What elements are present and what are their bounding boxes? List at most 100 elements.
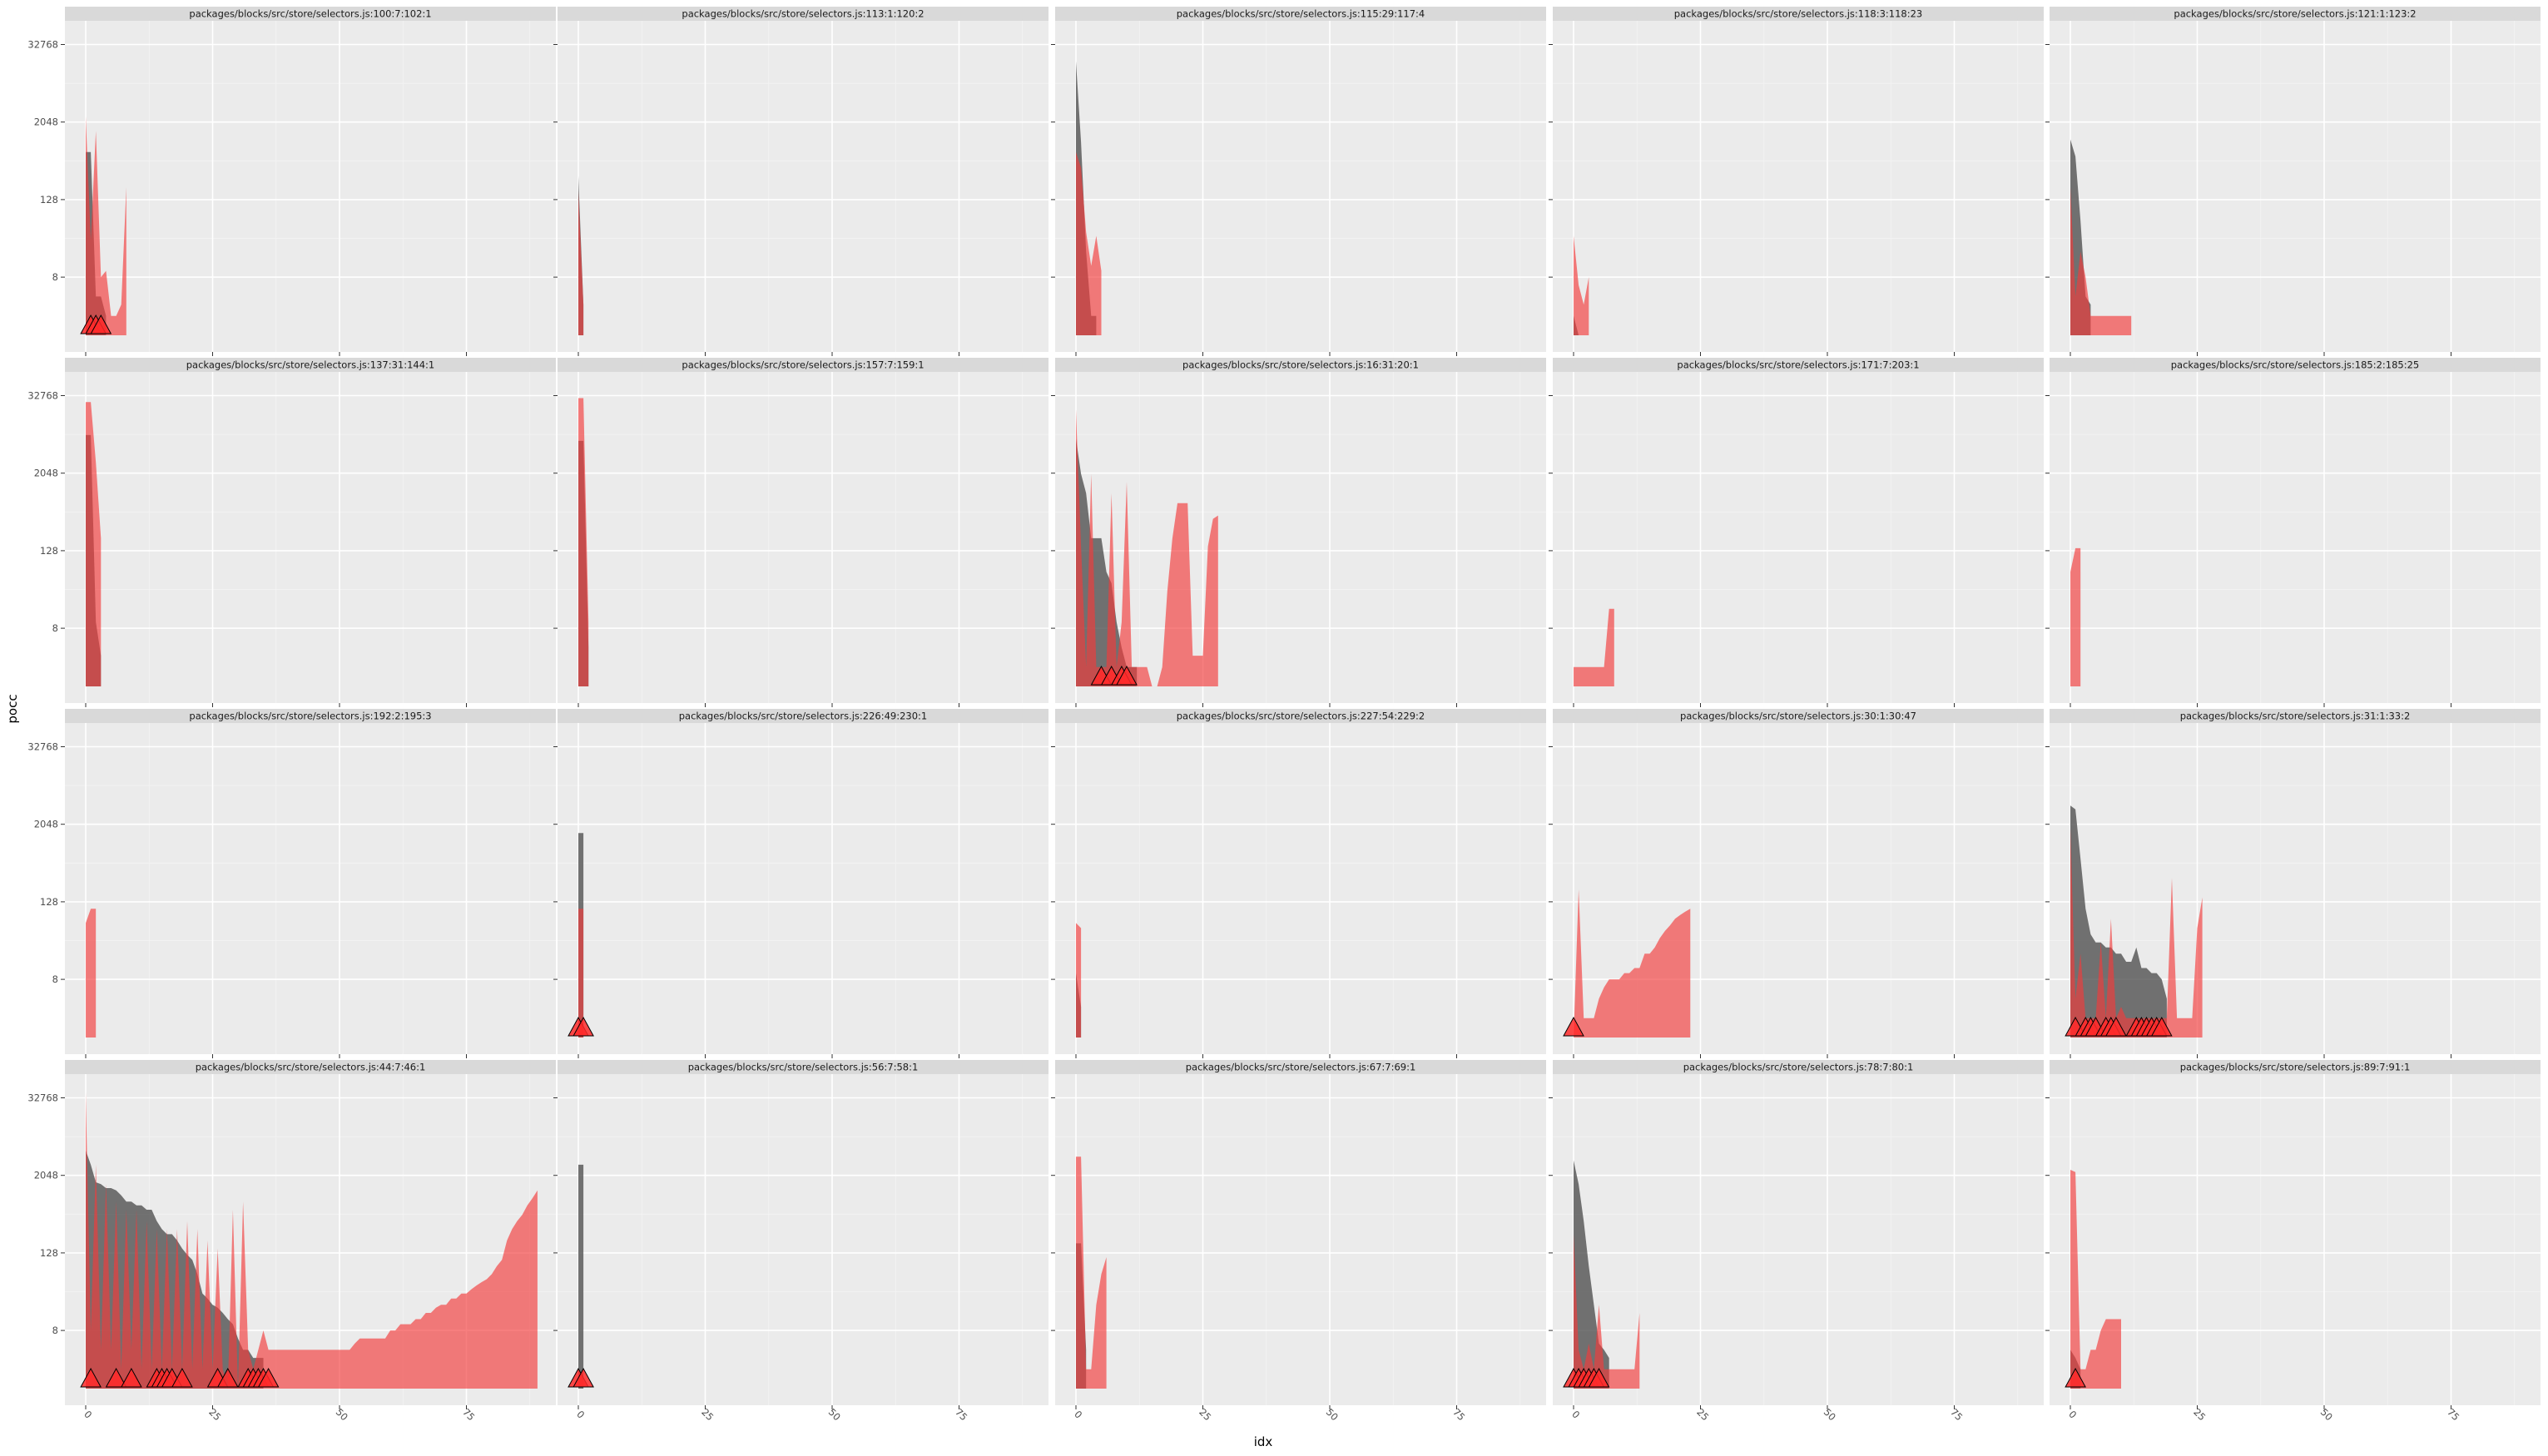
facet-panel: packages/blocks/src/store/selectors.js:6…	[1051, 1060, 1546, 1423]
facet-strip	[1055, 358, 1546, 372]
facet-panel: packages/blocks/src/store/selectors.js:4…	[27, 1060, 556, 1423]
panel-background	[2050, 21, 2541, 352]
facet-strip	[1553, 358, 2044, 372]
series-gray-area	[1574, 1160, 1609, 1389]
x-tick-label: 50	[2318, 1406, 2335, 1423]
triangle-marker	[216, 1367, 239, 1388]
series-red-area	[86, 116, 126, 335]
series-red-area	[1574, 608, 1614, 686]
panel-background	[1055, 723, 1546, 1054]
x-tick-label: 75	[953, 1406, 969, 1423]
panel-background	[1553, 21, 2044, 352]
triangle-marker	[1588, 1367, 1610, 1388]
series-red-area	[1076, 923, 1082, 1038]
facet-strip	[1055, 1060, 1546, 1074]
panel-background	[558, 723, 1048, 1054]
series-gray-area	[2070, 139, 2091, 335]
facet-strip-label: packages/blocks/src/store/selectors.js:1…	[2174, 8, 2416, 20]
panel-background	[65, 372, 556, 703]
triangle-marker	[1563, 1016, 1584, 1037]
series-gray-area	[2070, 805, 2167, 1038]
facet-strip	[65, 1060, 556, 1074]
series-red-area	[1574, 235, 1589, 335]
facet-strip-label: packages/blocks/src/store/selectors.js:6…	[1186, 1062, 1416, 1073]
panel-background	[1055, 372, 1546, 703]
x-tick-label: 75	[1450, 1406, 1467, 1423]
facet-strip-label: packages/blocks/src/store/selectors.js:1…	[1182, 359, 1419, 371]
x-tick-label: 25	[1694, 1406, 1711, 1423]
panel-background	[558, 1074, 1048, 1405]
facet-strip	[1553, 709, 2044, 723]
y-tick-label: 32768	[27, 39, 58, 51]
y-tick-label: 32768	[27, 741, 58, 753]
facet-panel: packages/blocks/src/store/selectors.js:8…	[2045, 1060, 2541, 1423]
y-tick-label: 2048	[34, 116, 58, 128]
series-gray-area	[578, 1164, 584, 1389]
series-red-area	[2070, 547, 2081, 686]
facet-strip-label: packages/blocks/src/store/selectors.js:3…	[2180, 711, 2411, 722]
triangle-marker	[121, 1367, 142, 1388]
facet-panel: packages/blocks/src/store/selectors.js:2…	[553, 709, 1048, 1058]
y-axis-title: pocc	[5, 694, 20, 723]
facet-strip-label: packages/blocks/src/store/selectors.js:4…	[196, 1062, 426, 1073]
y-tick-label: 2048	[34, 819, 58, 830]
facet-strip	[558, 7, 1048, 21]
series-red-area	[1574, 889, 1691, 1038]
series-red-area	[2070, 1170, 2121, 1389]
series-red-area	[1076, 151, 1102, 335]
facet-strip-label: packages/blocks/src/store/selectors.js:2…	[1177, 711, 1425, 722]
panel-background	[1553, 1074, 2044, 1405]
y-tick-label: 8	[52, 622, 58, 634]
x-tick-label: 50	[1324, 1406, 1341, 1423]
series-red-area	[578, 398, 589, 686]
facet-panel: packages/blocks/src/store/selectors.js:7…	[1549, 1060, 2044, 1423]
triangle-marker	[2150, 1016, 2173, 1037]
facet-strip	[2050, 7, 2541, 21]
y-tick-label: 2048	[34, 1170, 58, 1181]
triangle-marker	[105, 1367, 127, 1388]
triangle-marker	[2065, 1367, 2086, 1388]
facet-strip-label: packages/blocks/src/store/selectors.js:5…	[688, 1062, 919, 1073]
x-tick-label: 0	[1072, 1409, 1084, 1421]
panel-background	[1055, 21, 1546, 352]
y-tick-label: 128	[40, 194, 58, 206]
facet-strip	[2050, 1060, 2541, 1074]
facet-strip	[1055, 7, 1546, 21]
x-tick-label: 0	[82, 1409, 94, 1421]
facet-strip-label: packages/blocks/src/store/selectors.js:1…	[1177, 8, 1425, 20]
panel-background	[2050, 1074, 2541, 1405]
y-tick-label: 2048	[34, 468, 58, 479]
facet-strip-label: packages/blocks/src/store/selectors.js:8…	[2180, 1062, 2411, 1073]
y-tick-label: 128	[40, 545, 58, 557]
facet-panel: packages/blocks/src/store/selectors.js:1…	[2045, 7, 2541, 356]
facet-strip	[558, 1060, 1048, 1074]
panel-background	[558, 372, 1048, 703]
facet-strip	[65, 7, 556, 21]
y-tick-label: 32768	[27, 390, 58, 402]
x-axis-title: idx	[1254, 1434, 1273, 1449]
triangle-marker	[573, 1016, 594, 1037]
x-tick-label: 25	[699, 1406, 716, 1423]
facet-strip-label: packages/blocks/src/store/selectors.js:1…	[682, 359, 924, 371]
panel-background	[1055, 1074, 1546, 1405]
series-red-area	[2070, 828, 2203, 1038]
triangle-marker	[573, 1367, 594, 1388]
facet-strip	[558, 709, 1048, 723]
x-tick-label: 50	[334, 1406, 350, 1423]
facet-panel: packages/blocks/src/store/selectors.js:3…	[2045, 709, 2541, 1058]
facet-panel: packages/blocks/src/store/selectors.js:1…	[553, 358, 1048, 707]
x-tick-label: 75	[460, 1406, 477, 1423]
facet-panel: packages/blocks/src/store/selectors.js:1…	[27, 358, 556, 707]
facet-strip-label: packages/blocks/src/store/selectors.js:1…	[186, 359, 435, 371]
facet-panel: packages/blocks/src/store/selectors.js:3…	[1549, 709, 2044, 1058]
panel-background	[65, 723, 556, 1054]
facet-panel: packages/blocks/src/store/selectors.js:1…	[1051, 358, 1546, 707]
facet-panel: packages/blocks/src/store/selectors.js:1…	[1549, 358, 2044, 707]
facet-strip	[2050, 709, 2541, 723]
facet-strip-label: packages/blocks/src/store/selectors.js:1…	[1674, 8, 1923, 20]
facet-panel: packages/blocks/src/store/selectors.js:1…	[27, 709, 556, 1058]
series-red-area	[86, 909, 97, 1038]
series-red-area	[578, 191, 584, 335]
series-red-area	[578, 909, 584, 1038]
